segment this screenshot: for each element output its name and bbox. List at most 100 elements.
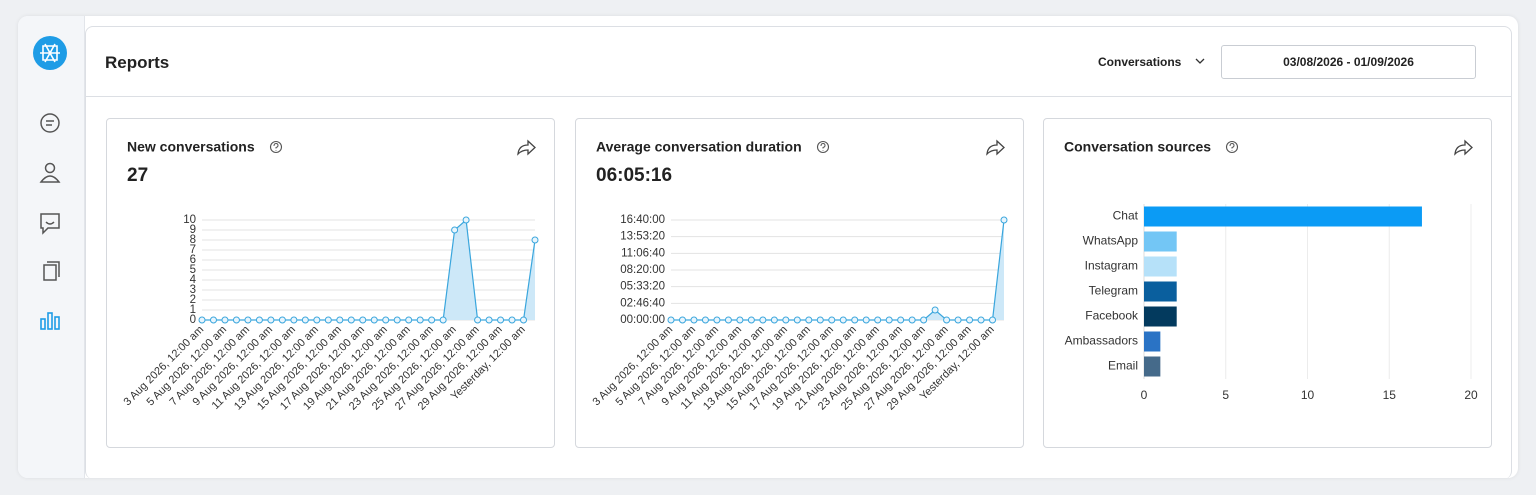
point — [405, 316, 413, 324]
point — [885, 316, 893, 324]
y-tick-label: 10 — [183, 214, 196, 226]
point — [851, 316, 859, 324]
sidebar — [18, 16, 85, 478]
point — [497, 316, 505, 324]
bar — [1144, 356, 1161, 377]
point — [474, 316, 482, 324]
point — [336, 316, 344, 324]
point — [244, 316, 252, 324]
help-icon[interactable] — [1225, 140, 1239, 154]
point — [370, 316, 378, 324]
logo[interactable] — [33, 36, 67, 70]
point — [690, 316, 698, 324]
x-tick-label: 5 — [1222, 388, 1229, 402]
point — [747, 316, 755, 324]
y-tick-label: 02:46:40 — [620, 297, 665, 309]
chart-card: Average conversation duration 06:05:16 00:… — [575, 118, 1024, 448]
chat-nav[interactable] — [40, 113, 60, 133]
point — [977, 316, 985, 324]
point — [209, 316, 217, 324]
bar — [1144, 256, 1177, 277]
y-tick-label: 4 — [190, 274, 197, 286]
docs-nav[interactable] — [43, 261, 60, 281]
point — [359, 316, 367, 324]
point — [966, 316, 974, 324]
point — [954, 316, 962, 324]
point — [416, 316, 424, 324]
share-icon[interactable] — [517, 139, 536, 156]
y-tick-label: Chat — [1113, 209, 1139, 223]
point — [301, 316, 309, 324]
x-tick-label: 20 — [1464, 388, 1478, 402]
y-tick-label: 08:20:00 — [620, 264, 665, 276]
bar — [1144, 231, 1177, 252]
feedback-nav[interactable] — [40, 213, 60, 235]
y-tick-label: 11:06:40 — [621, 247, 665, 259]
point — [736, 316, 744, 324]
chart-card: New conversations 27 0 1 2 3 4 5 6 7 8 9 10 3 Aug 202… — [106, 118, 555, 448]
point — [931, 306, 939, 314]
area — [202, 220, 535, 320]
point — [267, 316, 275, 324]
y-tick-label: 9 — [190, 224, 196, 236]
point — [382, 316, 390, 324]
sidebar-icons — [33, 36, 67, 330]
point — [678, 316, 686, 324]
point — [920, 316, 928, 324]
help-icon[interactable] — [816, 140, 830, 154]
point — [531, 236, 539, 244]
share-icon[interactable] — [1454, 139, 1473, 156]
chart-title: Average conversation duration — [596, 139, 802, 155]
share-icon[interactable] — [986, 139, 1005, 156]
y-tick-label: 5 — [190, 264, 196, 276]
y-tick-label: 6 — [190, 254, 196, 266]
point — [908, 316, 916, 324]
dropdown-chevron[interactable] — [1194, 55, 1206, 67]
date-range-picker[interactable]: 03/08/2026 - 01/09/2026 — [1221, 45, 1476, 79]
point — [943, 316, 951, 324]
divider — [86, 96, 1511, 97]
chart-card: Conversation sources 0 5 10 15 20 Chat WhatsApp… — [1043, 118, 1492, 448]
y-tick-label: 1 — [190, 304, 196, 316]
point — [816, 316, 824, 324]
help-icon[interactable] — [269, 140, 283, 154]
point — [462, 216, 470, 224]
contacts-nav[interactable] — [39, 162, 61, 183]
point — [667, 316, 675, 324]
y-tick-label: 16:40:00 — [620, 214, 665, 226]
point — [839, 316, 847, 324]
point — [1000, 216, 1008, 224]
point — [232, 316, 240, 324]
point — [759, 316, 767, 324]
point — [862, 316, 870, 324]
point — [713, 316, 721, 324]
y-tick-label: Instagram — [1085, 259, 1138, 273]
y-tick-label: Email — [1108, 359, 1138, 373]
point — [290, 316, 298, 324]
bar — [1144, 331, 1161, 352]
y-tick-label: 2 — [190, 294, 196, 306]
report-select[interactable]: Conversations — [1098, 55, 1182, 69]
point — [508, 316, 516, 324]
point — [428, 316, 436, 324]
point — [313, 316, 321, 324]
point — [324, 316, 332, 324]
help-glyph — [1229, 142, 1235, 151]
y-tick-label: Ambassadors — [1065, 334, 1138, 348]
chart-title: Conversation sources — [1064, 139, 1211, 155]
chart: Average conversation duration 06:05:16 00:… — [591, 139, 1008, 413]
summary-value: 06:05:16 — [596, 165, 672, 186]
page-title: Reports — [105, 53, 170, 72]
summary-value: 27 — [127, 165, 148, 186]
y-tick-label: 7 — [190, 244, 196, 256]
point — [485, 316, 493, 324]
y-tick-label: 8 — [190, 234, 196, 246]
point — [198, 316, 206, 324]
chart: Conversation sources 0 5 10 15 20 Chat WhatsApp… — [1064, 139, 1478, 402]
point — [439, 316, 447, 324]
point — [451, 226, 459, 234]
reports-nav[interactable] — [40, 312, 60, 330]
y-tick-label: Facebook — [1085, 309, 1139, 323]
y-tick-label: 05:33:20 — [620, 281, 665, 293]
point — [520, 316, 528, 324]
